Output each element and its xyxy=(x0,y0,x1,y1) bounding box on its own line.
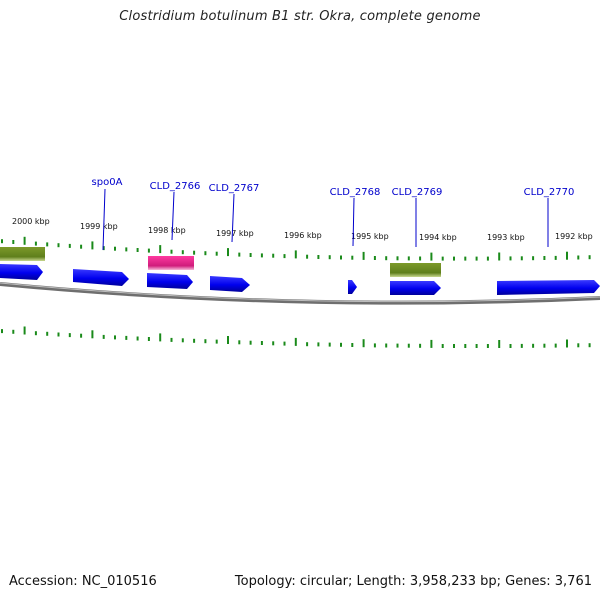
leader-line-CLD-2768 xyxy=(352,197,355,247)
gene-arrow-CLD-2770[interactable] xyxy=(497,280,600,295)
gene-arrow-CLD-2766[interactable] xyxy=(147,273,193,289)
scale-label-1998: 1998 kbp xyxy=(148,226,186,235)
gene-label-CLD-2769: CLD_2769 xyxy=(392,187,443,198)
gene-label-spo0A: spo0A xyxy=(92,177,123,188)
leader-line-CLD-2767 xyxy=(231,193,235,243)
scale-label-1995: 1995 kbp xyxy=(351,232,389,241)
gene-arrow-CLD-2769[interactable] xyxy=(390,281,441,295)
gene-label-CLD-2768: CLD_2768 xyxy=(330,187,381,198)
scale-label-1992: 1992 kbp xyxy=(555,232,593,241)
leader-line-spo0A xyxy=(102,188,106,251)
scale-label-1993: 1993 kbp xyxy=(487,233,525,242)
gene-label-CLD-2767: CLD_2767 xyxy=(209,183,260,194)
genome-summary-text: Topology: circular; Length: 3,958,233 bp… xyxy=(234,574,592,589)
gene-arrow-spo0A[interactable] xyxy=(73,269,129,286)
scale-label-1996: 1996 kbp xyxy=(284,231,322,240)
lower-scale-ticks xyxy=(1,326,591,348)
gene-label-CLD-2766: CLD_2766 xyxy=(150,181,201,192)
leader-line-CLD-2766 xyxy=(171,191,175,241)
genome-backbone-highlight xyxy=(0,282,600,303)
genome-title: Clostridium botulinum B1 str. Okra, comp… xyxy=(119,9,481,24)
feature-box-green-left[interactable] xyxy=(0,247,45,261)
gene-arrow-CLD-2767[interactable] xyxy=(210,276,250,292)
scale-label-1999: 1999 kbp xyxy=(80,222,118,231)
gene-label-CLD-2770: CLD_2770 xyxy=(524,187,575,198)
genome-backbone xyxy=(0,282,600,305)
gene-arrow-1[interactable] xyxy=(0,264,43,280)
upper-scale-ticks xyxy=(1,236,591,261)
feature-box-green-right[interactable] xyxy=(390,263,441,277)
feature-box-pink[interactable] xyxy=(148,256,194,270)
gene-arrow-CLD-2768[interactable] xyxy=(348,280,357,294)
scale-label-2000: 2000 kbp xyxy=(12,217,50,226)
scale-label-1997: 1997 kbp xyxy=(216,229,254,238)
scale-label-1994: 1994 kbp xyxy=(419,233,457,242)
accession-text: Accession: NC_010516 xyxy=(9,574,157,589)
